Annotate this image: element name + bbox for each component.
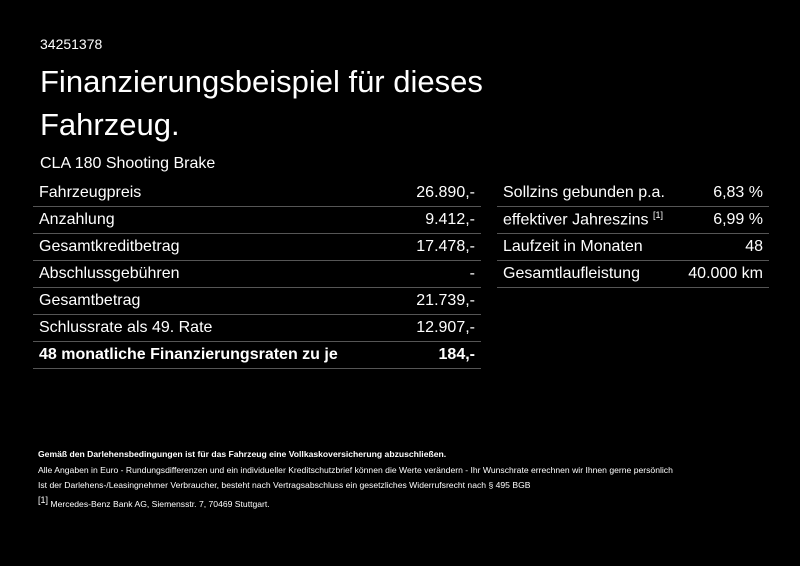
value: 12.907,-	[397, 314, 481, 342]
label: Gesamtkreditbetrag	[33, 233, 398, 261]
row: Abschlussgebühren -	[33, 260, 481, 288]
value: 6,99 %	[678, 206, 769, 234]
row: Schlussrate als 49. Rate 12.907,-	[33, 314, 481, 342]
value: 6,83 %	[678, 180, 769, 207]
label-text: effektiver Jahreszins	[503, 211, 649, 229]
label: Gesamtlaufleistung	[497, 260, 679, 288]
note: [1]	[653, 210, 664, 221]
value: 21.739,-	[397, 287, 481, 315]
value: 26.890,-	[397, 180, 481, 207]
row: Gesamtlaufleistung 40.000 km	[497, 260, 769, 288]
label-text: Laufzeit in Monaten	[503, 238, 643, 255]
footer-line: Alle Angaben in Euro - Rundungsdifferenz…	[38, 465, 673, 475]
row: 48 monatliche Finanzierungsraten zu je 18…	[33, 341, 481, 369]
footer: Gemäß den Darlehensbedingungen ist für d…	[38, 447, 673, 512]
row: Fahrzeugpreis 26.890,-	[33, 180, 481, 207]
value: -	[397, 260, 481, 288]
label: Sollzins gebunden p.a.	[497, 180, 679, 207]
label: effektiver Jahreszins [1]	[497, 206, 679, 234]
vehicle-id: 34251378	[40, 36, 103, 52]
row: effektiver Jahreszins [1] 6,99 %	[497, 206, 769, 234]
label-text: Sollzins gebunden p.a.	[503, 184, 665, 201]
row: Anzahlung 9.412,-	[33, 206, 481, 234]
notice: Gemäß den Darlehensbedingungen ist für d…	[38, 449, 447, 459]
model: CLA 180 Shooting Brake	[40, 155, 216, 172]
value: 9.412,-	[397, 206, 481, 234]
footnote-mark: [1]	[38, 495, 49, 505]
label: Gesamtbetrag	[33, 287, 398, 315]
footnote: [1] Mercedes-Benz Bank AG, Siemensstr. 7…	[38, 493, 673, 512]
value: 17.478,-	[397, 233, 481, 261]
value: 40.000 km	[678, 260, 769, 288]
row: Gesamtbetrag 21.739,-	[33, 287, 481, 315]
label: Abschlussgebühren	[33, 260, 398, 288]
row: Gesamtkreditbetrag 17.478,-	[33, 233, 481, 261]
footnote-text: Mercedes-Benz Bank AG, Siemensstr. 7, 70…	[50, 498, 270, 509]
footer-line: Ist der Darlehens-/Leasingnehmer Verbrau…	[38, 480, 531, 490]
label-text: Gesamtlaufleistung	[503, 265, 640, 282]
label: Anzahlung	[33, 206, 398, 234]
value: 184,-	[397, 341, 481, 369]
label: 48 monatliche Finanzierungsraten zu je	[33, 341, 398, 369]
label: Laufzeit in Monaten	[497, 233, 679, 261]
row: Sollzins gebunden p.a. 6,83 %	[497, 180, 769, 207]
row: Laufzeit in Monaten 48	[497, 233, 769, 261]
title: Finanzierungsbeispiel für dieses Fahrzeu…	[40, 64, 483, 142]
rates-table: Sollzins gebunden p.a. 6,83 % effektiver J…	[497, 180, 769, 288]
value: 48	[678, 233, 769, 261]
label: Schlussrate als 49. Rate	[33, 314, 398, 342]
financing-table: Fahrzeugpreis 26.890,- Anzahlung 9.412,- Ges…	[33, 180, 481, 369]
label: Fahrzeugpreis	[33, 180, 398, 207]
